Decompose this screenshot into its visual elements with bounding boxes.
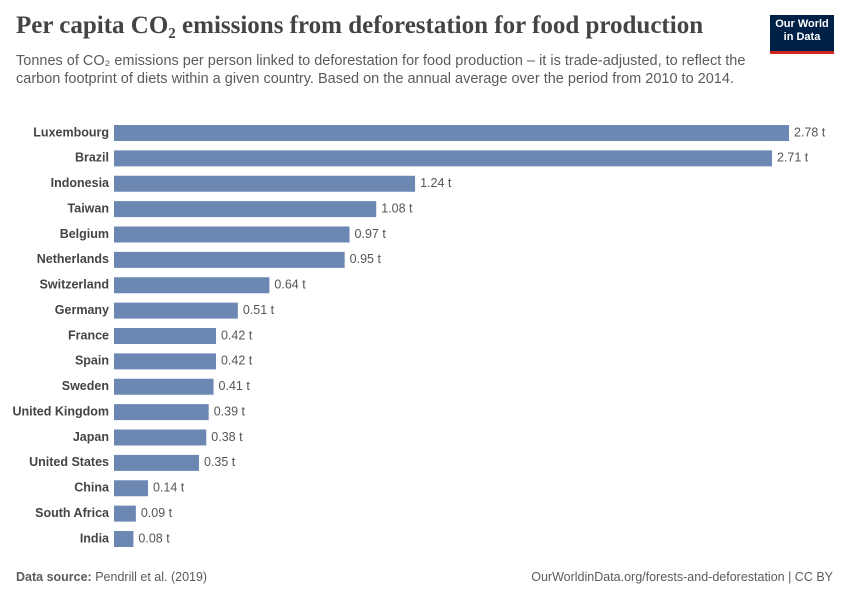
value-label: 0.42 t — [221, 328, 253, 342]
value-label: 0.95 t — [350, 252, 382, 266]
category-label: Netherlands — [37, 252, 109, 266]
category-label: Japan — [73, 430, 109, 444]
logo-line: in Data — [783, 31, 821, 43]
value-label: 1.08 t — [381, 201, 413, 215]
chart-subtitle: Tonnes of CO₂ emissions per person linke… — [16, 53, 746, 87]
source-label: Data source: — [16, 570, 92, 584]
value-label: 2.71 t — [777, 151, 809, 165]
bar — [114, 454, 199, 471]
category-label: India — [80, 531, 110, 545]
value-label: 0.09 t — [141, 506, 173, 520]
category-label: Belgium — [60, 227, 109, 241]
value-label: 0.97 t — [355, 227, 387, 241]
chart-title: Per capita CO₂ emissions from deforestat… — [16, 12, 704, 39]
value-label: 0.64 t — [274, 278, 306, 292]
source: Data source: Pendrill et al. (2019) — [16, 570, 207, 584]
logo[interactable]: Our World in Data — [770, 15, 834, 54]
category-label: United Kingdom — [12, 404, 109, 418]
bar — [114, 531, 134, 547]
category-label: United States — [29, 455, 109, 469]
bar — [114, 429, 207, 446]
bar — [114, 328, 216, 344]
category-label: Switzerland — [40, 278, 109, 292]
value-label: 0.38 t — [211, 430, 243, 444]
value-label: 0.41 t — [219, 379, 251, 393]
bar — [114, 125, 789, 141]
value-label: 1.24 t — [420, 176, 452, 190]
bar — [114, 302, 238, 319]
value-label: 0.08 t — [138, 531, 170, 545]
category-label: Sweden — [62, 379, 109, 393]
value-label: 0.35 t — [204, 455, 236, 469]
category-label: Luxembourg — [33, 125, 109, 139]
bar — [114, 201, 377, 218]
bar — [114, 505, 136, 522]
bar — [114, 378, 214, 395]
bar — [114, 353, 216, 370]
footer-link[interactable]: OurWorldinData.org/forests-and-deforesta… — [531, 570, 833, 584]
category-label: France — [68, 328, 109, 342]
bar — [114, 150, 773, 167]
bar — [114, 226, 350, 243]
value-label: 2.78 t — [794, 125, 826, 139]
bar — [114, 404, 209, 421]
category-label: South Africa — [35, 506, 110, 520]
chart: Luxembourg 2.78 t Brazil 2.71 t Indonesia 1.2… — [12, 125, 826, 547]
bar — [114, 175, 416, 192]
category-label: Brazil — [75, 151, 109, 165]
value-label: 0.39 t — [214, 404, 246, 418]
value-label: 0.42 t — [221, 354, 253, 368]
logo-line: Our World — [775, 18, 829, 30]
bar — [114, 277, 270, 294]
bar — [114, 251, 345, 268]
category-label: Germany — [55, 303, 109, 317]
category-label: China — [74, 481, 110, 495]
category-label: Indonesia — [51, 176, 110, 190]
value-label: 0.14 t — [153, 481, 185, 495]
bar — [114, 480, 148, 497]
source-text[interactable]: Pendrill et al. (2019) — [95, 570, 208, 584]
category-label: Taiwan — [68, 201, 109, 215]
category-label: Spain — [75, 354, 109, 368]
value-label: 0.51 t — [243, 303, 275, 317]
